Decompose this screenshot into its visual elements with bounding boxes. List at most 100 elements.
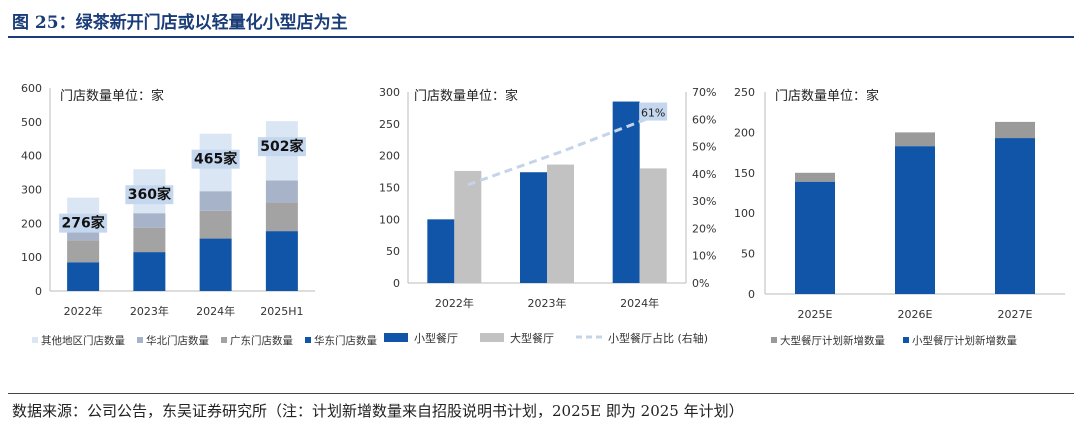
line-value-label: 61% <box>641 107 665 120</box>
y2-tick-label: 50% <box>692 141 716 154</box>
bar <box>454 170 482 283</box>
bar-segment <box>795 172 835 182</box>
y2-tick-label: 40% <box>692 168 716 181</box>
total-label-bg <box>191 149 240 169</box>
y-tick-label: 600 <box>21 82 42 95</box>
share-line <box>467 115 654 187</box>
y-tick-label: 100 <box>379 213 400 226</box>
chart-small-vs-large-restaurants: 0 50 100 150 200 250 300 0% 10% 20% 30% 40% 50% 60% 70… <box>379 86 716 345</box>
figure-header: 图 25：绿茶新开门店或以轻量化小型店为主 <box>8 4 1074 38</box>
total-label-bg <box>257 137 306 157</box>
x-tick-label: 2025H1 <box>260 305 303 318</box>
legend-swatch <box>305 337 311 343</box>
total-label: 502家 <box>260 138 304 155</box>
legend-label: 其他地区门店数量 <box>41 334 125 347</box>
x-tick-label: 2024年 <box>620 296 659 310</box>
line-value-label-bg <box>639 102 668 121</box>
bar <box>547 164 574 283</box>
chart-note: 门店数量单位：家 <box>775 88 879 104</box>
legend-swatch <box>903 337 909 343</box>
y2-tick-label: 60% <box>692 113 716 126</box>
bar-segment <box>995 121 1035 139</box>
bar-segment <box>265 180 298 203</box>
total-label: 276家 <box>62 215 106 232</box>
bar-segment <box>795 181 835 294</box>
legend-swatch <box>384 333 408 342</box>
y2-tick-label: 20% <box>692 222 716 235</box>
x-tick-label: 2024年 <box>196 304 235 318</box>
y-tick-label: 0 <box>748 288 755 301</box>
figure-title: 图 25：绿茶新开门店或以轻量化小型店为主 <box>12 13 348 33</box>
legend-label: 小型餐厅占比 (右轴) <box>608 331 708 345</box>
legend-swatch <box>32 337 38 343</box>
legend-label: 华东门店数量 <box>314 334 377 347</box>
y-tick-label: 400 <box>21 150 42 163</box>
y-tick-label: 300 <box>21 184 42 197</box>
bar-segment <box>199 210 232 239</box>
bar-segment <box>133 252 166 291</box>
y-tick-label: 200 <box>734 126 755 139</box>
legend-label: 大型餐厅计划新增数量 <box>780 334 885 347</box>
legend-swatch <box>480 333 504 342</box>
chart-note: 门店数量单位：家 <box>60 88 164 104</box>
bar-segment <box>67 240 100 263</box>
y2-tick-label: 30% <box>692 195 716 208</box>
x-tick-label: 2027E <box>998 308 1033 321</box>
x-tick-label: 2025E <box>798 308 833 321</box>
footer-rule <box>8 393 1074 394</box>
source-note: 数据来源：公司公告，东吴证券研究所（注：计划新增数量来自招股说明书计划，2025… <box>12 402 744 420</box>
y-tick-label: 300 <box>379 86 400 99</box>
bar-segment <box>895 132 935 147</box>
y2-tick-label: 0% <box>692 277 709 290</box>
total-label: 465家 <box>194 151 238 168</box>
total-label-bg <box>125 185 174 205</box>
bar <box>427 219 455 283</box>
y-tick-label: 150 <box>734 167 755 180</box>
title-rule <box>8 36 1074 38</box>
y-tick-label: 50 <box>386 245 400 258</box>
chart-note: 门店数量单位：家 <box>414 88 518 104</box>
total-label-bg <box>59 213 108 233</box>
y-tick-label: 100 <box>734 207 755 220</box>
bar-segment <box>895 146 935 294</box>
y2-tick-label: 70% <box>692 86 716 99</box>
legend-label: 小型餐厅 <box>414 331 458 345</box>
y-tick-label: 50 <box>741 248 755 261</box>
x-tick-label: 2023年 <box>528 296 567 310</box>
legend-swatch <box>221 337 227 343</box>
chart-store-count-by-region: 0 100 200 300 400 500 600 门店数量单位：家 2022年 276家 2023… <box>21 82 377 347</box>
bar-segment <box>67 262 100 291</box>
y-tick-label: 250 <box>734 86 755 99</box>
total-label: 360家 <box>128 186 172 203</box>
y-tick-label: 200 <box>21 217 42 230</box>
bar-segment <box>199 238 232 291</box>
bar <box>612 101 640 283</box>
legend-label: 小型餐厅计划新增数量 <box>912 334 1017 347</box>
bar <box>639 168 667 283</box>
bar-segment <box>133 213 166 228</box>
legend-label: 大型餐厅 <box>510 331 554 345</box>
bar-segment <box>265 231 298 291</box>
bar-segment <box>199 191 232 211</box>
x-tick-label: 2026E <box>898 308 933 321</box>
chart-planned-new-stores: 0 50 100 150 200 250 门店数量单位：家 2025E 2026E 2027E 大型… <box>734 86 1065 347</box>
y-tick-label: 250 <box>379 118 400 131</box>
y-tick-label: 150 <box>379 182 400 195</box>
bar-segment <box>133 227 166 253</box>
y-tick-label: 0 <box>35 285 42 298</box>
bar-segment <box>995 138 1035 294</box>
y2-tick-label: 10% <box>692 250 716 263</box>
x-tick-label: 2023年 <box>130 304 169 318</box>
x-tick-label: 2022年 <box>435 296 474 310</box>
legend-swatch <box>137 337 143 343</box>
legend-label: 广东门店数量 <box>230 334 293 347</box>
bar <box>520 172 547 283</box>
bar-segment <box>265 202 298 232</box>
legend-swatch <box>771 337 777 343</box>
legend-label: 华北门店数量 <box>146 334 209 347</box>
y-tick-label: 500 <box>21 116 42 129</box>
y-tick-label: 100 <box>21 251 42 264</box>
x-tick-label: 2022年 <box>64 304 103 318</box>
y-tick-label: 200 <box>379 150 400 163</box>
y-tick-label: 0 <box>393 277 400 290</box>
